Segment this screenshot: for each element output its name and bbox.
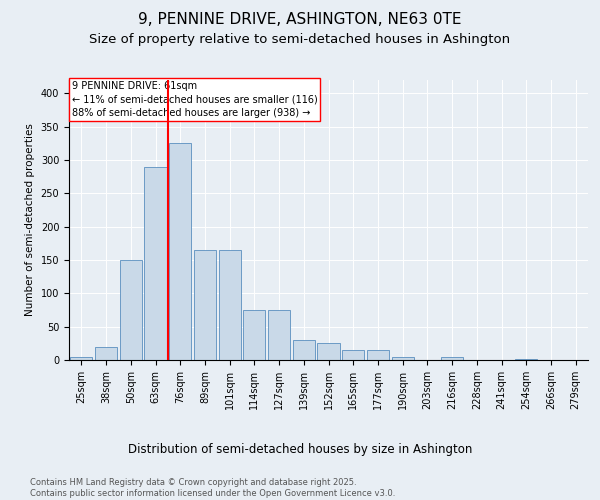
Text: Contains HM Land Registry data © Crown copyright and database right 2025.
Contai: Contains HM Land Registry data © Crown c… [30,478,395,498]
Bar [268,310,290,360]
Bar [169,144,191,360]
Text: 9, PENNINE DRIVE, ASHINGTON, NE63 0TE: 9, PENNINE DRIVE, ASHINGTON, NE63 0TE [138,12,462,28]
Bar [342,350,364,360]
Y-axis label: Number of semi-detached properties: Number of semi-detached properties [25,124,35,316]
Bar [317,344,340,360]
Text: 9 PENNINE DRIVE: 61sqm
← 11% of semi-detached houses are smaller (116)
88% of se: 9 PENNINE DRIVE: 61sqm ← 11% of semi-det… [71,82,317,118]
Bar [95,346,117,360]
Text: Size of property relative to semi-detached houses in Ashington: Size of property relative to semi-detach… [89,32,511,46]
Text: Distribution of semi-detached houses by size in Ashington: Distribution of semi-detached houses by … [128,442,472,456]
Bar [441,356,463,360]
Bar [367,350,389,360]
Bar [194,250,216,360]
Bar [515,358,538,360]
Bar [145,166,167,360]
Bar [119,260,142,360]
Bar [243,310,265,360]
Bar [70,356,92,360]
Bar [293,340,315,360]
Bar [392,356,414,360]
Bar [218,250,241,360]
